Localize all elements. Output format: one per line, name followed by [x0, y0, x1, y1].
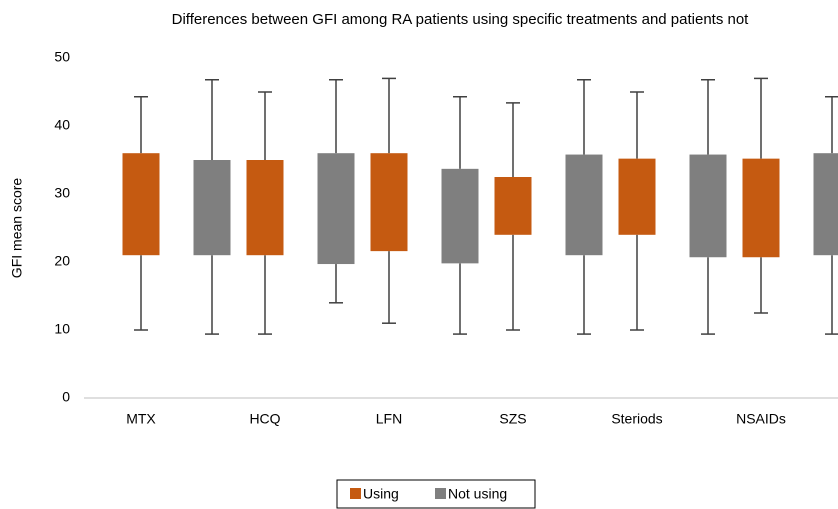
box	[689, 154, 727, 258]
box	[813, 153, 838, 256]
x-tick-label: SZS	[499, 411, 526, 427]
legend-label: Not using	[448, 486, 507, 502]
box	[246, 160, 284, 256]
box	[370, 153, 408, 252]
y-tick-label: 0	[62, 389, 70, 405]
box	[565, 154, 603, 256]
box	[317, 153, 355, 265]
y-tick-label: 50	[54, 49, 70, 65]
box	[122, 153, 160, 256]
x-tick-label: HCQ	[249, 411, 280, 427]
box	[494, 177, 532, 235]
y-tick-label: 10	[54, 321, 70, 337]
legend-label: Using	[363, 486, 399, 502]
x-tick-label: Steriods	[611, 411, 662, 427]
legend-swatch	[435, 488, 446, 499]
legend-swatch	[350, 488, 361, 499]
y-tick-label: 20	[54, 253, 70, 269]
x-tick-label: NSAIDs	[736, 411, 786, 427]
chart-title: Differences between GFI among RA patient…	[171, 11, 749, 28]
x-tick-label: MTX	[126, 411, 156, 427]
box	[193, 160, 231, 256]
box	[742, 158, 780, 258]
box	[441, 168, 479, 264]
y-tick-label: 30	[54, 185, 70, 201]
y-tick-label: 40	[54, 117, 70, 133]
legend-box	[336, 479, 536, 509]
y-axis-label: GFI mean score	[9, 178, 25, 279]
box	[618, 158, 656, 235]
x-tick-label: LFN	[376, 411, 402, 427]
